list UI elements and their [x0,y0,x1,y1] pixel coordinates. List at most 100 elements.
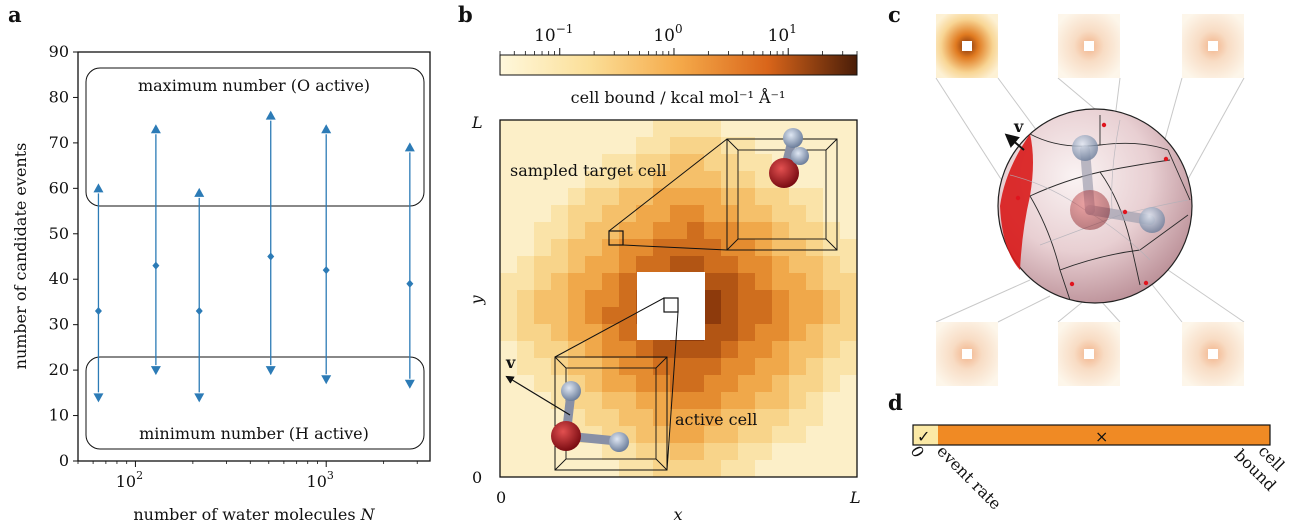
heatmap-cell [704,154,722,172]
oxygen-atom [769,158,799,188]
heatmap-cell [551,324,569,342]
heatmap-cell [789,358,807,376]
heatmap-cell [636,154,654,172]
heatmap-cell [789,341,807,359]
heatmap-cell [534,375,552,393]
heatmap-cell [789,205,807,223]
heatmap-cell [806,460,824,478]
range-point [404,142,415,389]
heatmap-cell [721,222,739,240]
heatmap-cell [721,392,739,410]
heatmap-cell [619,273,637,291]
heatmap-cell [619,188,637,206]
max-annotation: maximum number (O active) [138,76,370,95]
heatmap-cell [551,137,569,155]
heatmap-cell [670,205,688,223]
heatmap-cell [840,426,858,444]
heatmap-cell [534,290,552,308]
heatmap-cell [534,426,552,444]
heatmap-cell [687,358,705,376]
heatmap-cell [738,324,756,342]
range-point [265,110,276,376]
heatmap-cell [653,120,671,138]
min-marker [93,393,104,403]
heatmap-cell [840,324,858,342]
mean-marker [152,261,160,270]
heatmap-cell [840,341,858,359]
heatmap-cell [687,256,705,274]
heatmap-cell [653,443,671,461]
heatmap-cell [806,426,824,444]
heatmap-cell [534,307,552,325]
heatmap-cell [721,375,739,393]
active-cell-annotation: active cell [675,410,757,429]
heatmap-cell [721,171,739,189]
heatmap-cell [636,341,654,359]
heatmap-y-tick-L: L [471,113,483,132]
heatmap-cell [500,120,518,138]
heatmap-cell [534,154,552,172]
heatmap-cell [585,358,603,376]
heatmap-cell [517,375,535,393]
heatmap-cell [755,426,773,444]
heatmap-cell [738,120,756,138]
accept-mark: ✓ [917,427,930,446]
heatmap-cell [568,290,586,308]
heatmap-cell [585,222,603,240]
heatmap-cell [840,171,858,189]
heatmap-cell [840,409,858,427]
zero-label: 0 [907,443,929,461]
heatmap-cell [670,409,688,427]
heatmap-cell [738,222,756,240]
y-tick-label-a: 40 [49,269,69,288]
heatmap-cell [534,341,552,359]
heatmap-cell [568,307,586,325]
heatmap-cell [772,375,790,393]
heatmap-cell [823,375,841,393]
heatmap-cell [619,256,637,274]
heatmap-cell [806,392,824,410]
mean-marker [94,307,102,316]
heatmap-cell [517,392,535,410]
cell-bound-segment [913,425,1270,445]
heatmap-cell [704,205,722,223]
heatmap-cell [806,409,824,427]
heatmap-cell [704,273,722,291]
heatmap-cell [636,120,654,138]
colorbar-tick-label: 100 [653,22,682,46]
heatmap-cell [517,426,535,444]
heatmap-cell [534,205,552,223]
y-tick-label-a: 10 [49,406,69,425]
heatmap-cell [568,324,586,342]
heatmap-cell [840,273,858,291]
heatmap-cell [517,358,535,376]
heatmap-cell [551,120,569,138]
heatmap-cell [585,273,603,291]
heatmap-cell [602,307,620,325]
heatmap-cell [653,205,671,223]
active-cell-hole [637,272,705,340]
heatmap-cell [738,239,756,257]
heatmap-cell [517,324,535,342]
heatmap-cell [653,392,671,410]
heatmap-pixels [500,120,858,478]
heatmap-cell [840,358,858,376]
heatmap-cell [738,392,756,410]
max-marker [194,187,205,197]
heatmap-cell [619,120,637,138]
panel-a-plot: 0 10 20 30 40 50 60 70 80 90 102 103 maximum numbe… [11,42,431,524]
heatmap-cell [738,460,756,478]
heatmap-cell [823,409,841,427]
heatmap-cell [636,443,654,461]
velocity-arrow [505,375,571,416]
heatmap-cell [755,290,773,308]
heatmap-cell [602,273,620,291]
range-series [93,110,415,403]
heatmap-cell [687,426,705,444]
mean-marker [195,307,203,316]
heatmap-cell [500,375,518,393]
heatmap-cell [517,273,535,291]
heatmap-cell [840,443,858,461]
heatmap-cell [755,375,773,393]
heatmap-cell [500,307,518,325]
